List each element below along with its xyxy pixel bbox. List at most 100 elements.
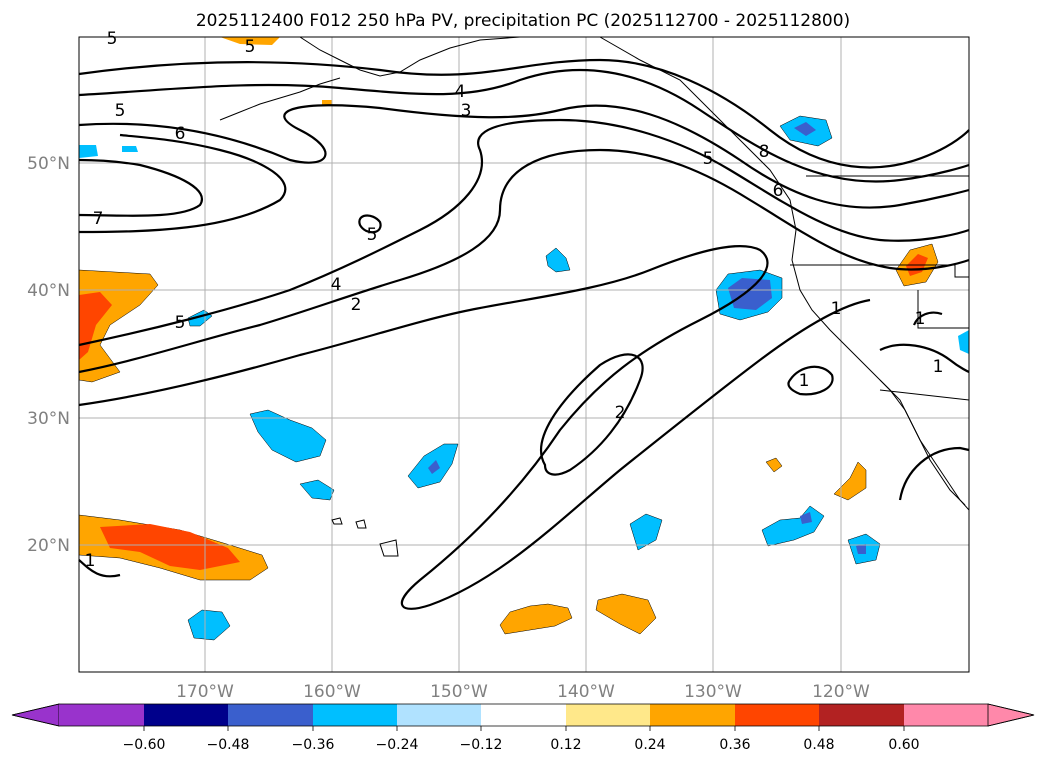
colorbar-max-extend <box>987 703 1035 727</box>
contour-label: 5 <box>115 101 126 121</box>
longitude-axis: 170°W 160°W 150°W 140°W 130°W 120°W <box>176 682 870 702</box>
lon-tick-label: 120°W <box>812 682 870 702</box>
colorbar-tick-label: −0.60 <box>123 737 166 753</box>
colorbar-tick-label: −0.12 <box>460 737 503 753</box>
colorbar-segment <box>481 704 566 726</box>
precip-positive-area-baja <box>833 461 867 501</box>
contour-label: 6 <box>175 124 186 144</box>
pv-contour-line <box>78 559 121 578</box>
contour-label: 8 <box>759 142 770 162</box>
colorbar-tick-label: 0.48 <box>803 737 834 753</box>
alaska-coastline <box>299 36 521 77</box>
pv-contour-line <box>358 214 382 234</box>
lon-tick-label: 150°W <box>430 682 488 702</box>
pv-contour-line <box>879 343 970 374</box>
lon-tick-label: 130°W <box>684 682 742 702</box>
colorbar-segment <box>397 704 481 726</box>
contour-label: 5 <box>703 149 714 169</box>
aleutian-islands-coastline <box>219 77 341 121</box>
contour-label: 1 <box>933 357 944 377</box>
political-borders <box>790 175 970 401</box>
lat-tick-label: 20°N <box>27 536 70 556</box>
hawaii-coastline <box>331 517 399 557</box>
pv-contour-line <box>78 104 970 209</box>
precip-positive-area-south-central <box>499 603 573 635</box>
contour-label: 4 <box>331 275 342 295</box>
map-title: 2025112400 F012 250 hPa PV, precipitatio… <box>196 11 850 31</box>
lat-tick-label: 30°N <box>27 409 70 429</box>
pv-contour-line <box>78 244 871 610</box>
contour-label: 5 <box>107 29 118 49</box>
contour-label: 4 <box>455 82 466 102</box>
precip-strong-negative-area-subtropic-2 <box>428 460 440 474</box>
pv-contour-line <box>539 353 644 476</box>
lon-tick-label: 140°W <box>557 682 615 702</box>
precip-positive-area-south-central-2 <box>595 593 657 635</box>
pv-contour-line <box>78 133 287 234</box>
precip-strong-negative-area-bc <box>794 122 816 136</box>
pv-contour-line <box>912 311 943 326</box>
colorbar-tick-label: 0.24 <box>634 737 665 753</box>
map-panel: 5 5 5 6 7 4 3 5 4 2 5 5 8 6 2 1 1 1 1 1 <box>78 29 970 673</box>
contour-label: 6 <box>773 181 784 201</box>
colorbar-tick-label: 0.12 <box>550 737 581 753</box>
colorbar-segment <box>650 704 735 726</box>
pv-contour-line <box>78 118 970 347</box>
colorbar-min-extend <box>11 703 60 727</box>
colorbar-segment <box>59 704 144 726</box>
precip-positive-area-baja-2 <box>765 457 783 473</box>
colorbar-segment <box>566 704 650 726</box>
pv-contour-labels: 5 5 5 6 7 4 3 5 4 2 5 5 8 6 2 1 1 1 1 1 <box>85 29 944 571</box>
precip-negative-area-subtropic-1 <box>249 409 327 463</box>
precip-negative-area-west-small-2 <box>122 146 138 152</box>
latitude-axis: 50°N 40°N 30°N 20°N <box>27 154 70 556</box>
contour-label: 7 <box>93 209 104 229</box>
precip-negative-area-subtropic-4 <box>187 609 231 641</box>
contour-label: 1 <box>915 309 926 329</box>
lon-tick-label: 170°W <box>176 682 234 702</box>
colorbar-tick-label: −0.48 <box>207 737 250 753</box>
precip-strong-negative-area-subtropic-6 <box>800 512 812 524</box>
colorbar-tick-label: −0.24 <box>376 737 419 753</box>
precip-positive-area-north <box>220 37 280 45</box>
colorbar-segment <box>904 704 988 726</box>
colorbar-segment <box>735 704 819 726</box>
colorbar-segment <box>819 704 904 726</box>
pv-contour-line <box>78 58 970 169</box>
colorbar: −0.60 −0.48 −0.36 −0.24 −0.12 0.12 0.24 … <box>11 703 1035 753</box>
lat-tick-label: 50°N <box>27 154 70 174</box>
pv-contour-line <box>78 148 970 374</box>
baja-coastline <box>879 379 966 506</box>
colorbar-tick-label: −0.36 <box>292 737 335 753</box>
colorbar-tick-label: 0.60 <box>888 737 919 753</box>
colorbar-outline <box>11 703 1035 727</box>
colorbar-ticks <box>143 726 905 731</box>
coastlines <box>219 36 970 557</box>
contour-label: 2 <box>351 295 362 315</box>
contour-label: 2 <box>615 403 626 423</box>
colorbar-segment <box>144 704 228 726</box>
precip-negative-area-east-edge <box>958 330 969 354</box>
pv-contour-line <box>78 68 970 183</box>
contour-label: 5 <box>175 313 186 333</box>
colorbar-segment <box>313 704 397 726</box>
map-frame <box>78 36 970 673</box>
contour-label: 5 <box>245 37 256 57</box>
pv-contours <box>78 58 970 610</box>
contour-label: 5 <box>367 225 378 245</box>
lat-tick-label: 40°N <box>27 281 70 301</box>
map-gridlines <box>79 37 969 672</box>
contour-label: 1 <box>799 371 810 391</box>
pv-contour-line <box>898 446 970 501</box>
pv-contour-line <box>78 158 203 217</box>
pv-contour-line <box>787 365 834 396</box>
colorbar-tick-label: 0.36 <box>719 737 750 753</box>
precip-strong-negative-area-pacific-nw <box>728 278 772 310</box>
precip-strong-negative-area-subtropic-7 <box>856 544 866 554</box>
lon-tick-label: 160°W <box>303 682 361 702</box>
contour-label: 1 <box>85 551 96 571</box>
contour-label: 3 <box>461 101 472 121</box>
precip-negative-area-west-small <box>79 145 98 158</box>
precip-negative-area-subtropic-5 <box>629 513 663 551</box>
